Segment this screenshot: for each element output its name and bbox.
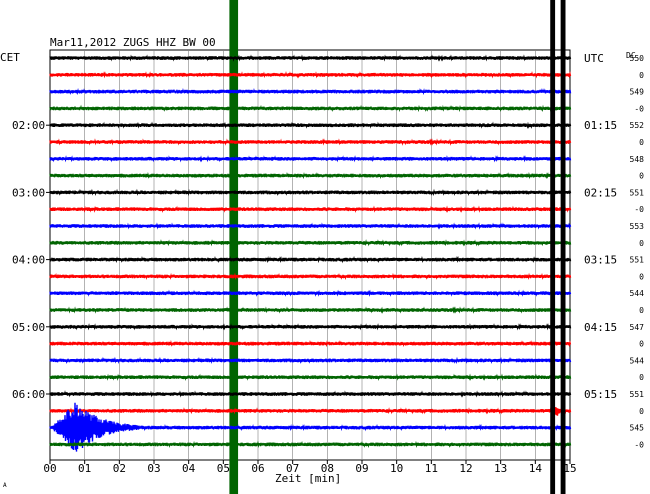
dc-offset-label: 544 xyxy=(630,289,645,298)
trace-11 xyxy=(49,239,572,247)
x-tick-label-12: 12 xyxy=(459,462,472,475)
right-hour-label: UTC xyxy=(584,52,604,65)
trace-12 xyxy=(49,255,572,264)
trace-10 xyxy=(49,222,572,230)
axis-labels: 02:00 03:00 04:00 05:00 06:00 UTC 01:15 02:15 03… xyxy=(12,52,644,449)
dc-label: DC xyxy=(626,51,636,60)
trace-6 xyxy=(49,155,572,163)
trace-16 xyxy=(49,323,572,331)
dc-offset-label: 551 xyxy=(630,188,645,197)
trace-20 xyxy=(49,390,572,398)
dc-offset-label: 550 xyxy=(630,54,645,63)
x-tick-label-15: 15 xyxy=(563,462,576,475)
dc-offset-label: 545 xyxy=(630,424,645,433)
trace-0 xyxy=(49,54,572,62)
trace-21 xyxy=(49,406,572,416)
time-marker-0 xyxy=(229,0,239,494)
time-markers-front xyxy=(550,0,566,494)
trace-8 xyxy=(49,188,572,197)
dc-offset-label: 544 xyxy=(630,356,645,365)
x-tick-label-01: 01 xyxy=(78,462,91,475)
time-marker-1 xyxy=(550,0,556,494)
right-hour-label: 05:15 xyxy=(584,388,617,401)
x-tick-label-11: 11 xyxy=(425,462,438,475)
dc-offset-label: 0 xyxy=(639,373,644,382)
trace-17 xyxy=(49,339,572,348)
right-hour-label: 04:15 xyxy=(584,321,617,334)
dc-offset-label: 0 xyxy=(639,272,644,281)
dc-offset-label: -0 xyxy=(634,104,644,113)
x-tick-label-06: 06 xyxy=(251,462,264,475)
dc-offset-label: 552 xyxy=(630,121,645,130)
plot-grid: 00 01 02 03 04 05 06 07 08 09 10 11 12 13 14 15 xyxy=(43,49,577,475)
trace-4 xyxy=(49,121,572,130)
dc-offset-label: 553 xyxy=(630,222,645,231)
left-hour-label: 03:00 xyxy=(12,186,45,199)
dc-offset-label: -0 xyxy=(634,205,644,214)
seismogram-traces xyxy=(49,54,572,452)
x-tick-label-04: 04 xyxy=(182,462,196,475)
left-hour-label: 06:00 xyxy=(12,388,45,401)
dc-offset-label: 0 xyxy=(639,306,644,315)
dc-offset-label: 0 xyxy=(639,239,644,248)
trace-15 xyxy=(49,306,572,314)
trace-3 xyxy=(49,104,572,113)
trace-22 xyxy=(49,402,572,452)
dc-offset-label: -0 xyxy=(634,440,644,449)
trace-9 xyxy=(49,205,572,213)
dc-offset-label: 551 xyxy=(630,390,645,399)
x-tick-label-03: 03 xyxy=(147,462,160,475)
plot-frame xyxy=(49,49,571,461)
dc-offset-label: 0 xyxy=(639,407,644,416)
dc-offset-label: 0 xyxy=(639,172,644,181)
trace-14 xyxy=(49,289,572,297)
time-markers-back xyxy=(229,0,239,494)
x-tick-label-07: 07 xyxy=(286,462,299,475)
trace-19 xyxy=(49,373,572,381)
dc-offset-label: 549 xyxy=(630,88,645,97)
trace-7 xyxy=(49,171,572,180)
left-axis-label: CET xyxy=(0,51,20,64)
trace-1 xyxy=(49,71,572,79)
x-tick-label-10: 10 xyxy=(390,462,403,475)
x-tick-label-05: 05 xyxy=(217,462,230,475)
left-hour-label: 02:00 xyxy=(12,119,45,132)
x-tick-label-02: 02 xyxy=(113,462,126,475)
dc-offset-label: 548 xyxy=(630,155,645,164)
right-hour-label: 02:15 xyxy=(584,186,617,199)
time-marker-2 xyxy=(560,0,566,494)
trace-2 xyxy=(49,87,572,96)
x-tick-label-09: 09 xyxy=(355,462,368,475)
x-axis-label: Zeit [min] xyxy=(275,472,341,485)
x-tick-label-00: 00 xyxy=(43,462,56,475)
right-hour-label: 01:15 xyxy=(584,119,617,132)
trace-5 xyxy=(49,138,572,146)
chart-title: Mar11,2012 ZUGS HHZ BW 00 xyxy=(50,36,216,49)
dc-offset-label: 547 xyxy=(630,323,645,332)
dc-offset-label: 551 xyxy=(630,256,645,265)
dc-offset-label: 0 xyxy=(639,138,644,147)
x-tick-label-08: 08 xyxy=(321,462,334,475)
x-tick-label-13: 13 xyxy=(494,462,507,475)
trace-23 xyxy=(49,440,572,449)
x-tick-label-14: 14 xyxy=(529,462,543,475)
trace-13 xyxy=(49,272,572,281)
left-hour-label: 04:00 xyxy=(12,254,45,267)
trace-18 xyxy=(49,356,572,365)
left-hour-label: 05:00 xyxy=(12,321,45,334)
right-hour-label: 03:15 xyxy=(584,254,617,267)
corner-mark: A xyxy=(3,482,7,489)
dc-offset-label: 0 xyxy=(639,71,644,80)
dc-offset-label: 0 xyxy=(639,340,644,349)
